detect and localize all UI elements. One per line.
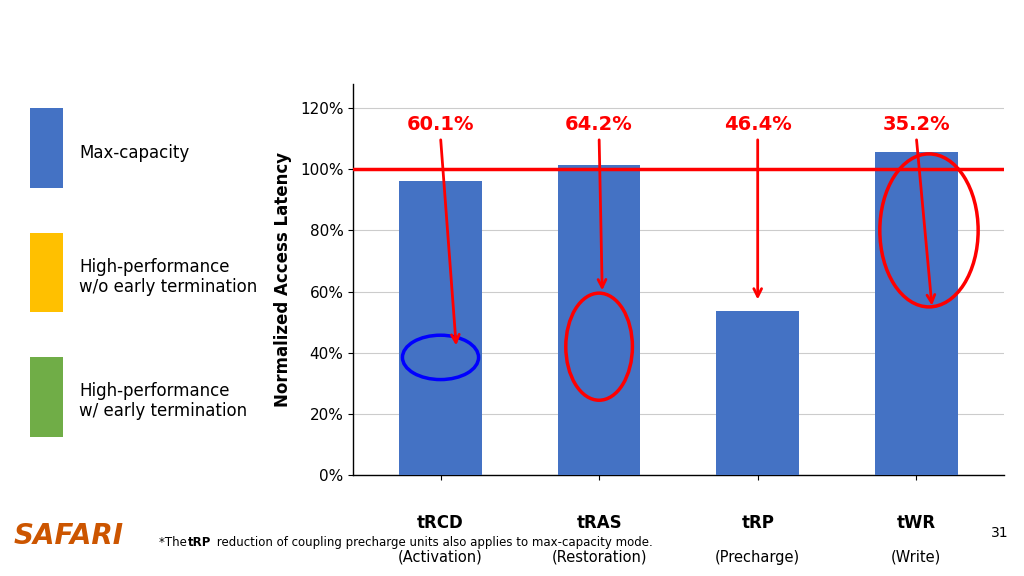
Y-axis label: Normalized Access Latency: Normalized Access Latency xyxy=(273,152,292,407)
Bar xyxy=(876,153,957,475)
Text: (Restoration): (Restoration) xyxy=(551,550,647,564)
Text: tRAS: tRAS xyxy=(577,514,622,532)
Bar xyxy=(558,165,640,475)
Text: tWR: tWR xyxy=(897,514,936,532)
Text: High-performance
w/o early termination: High-performance w/o early termination xyxy=(79,257,257,296)
Text: tRP: tRP xyxy=(741,514,774,532)
Text: tRCD: tRCD xyxy=(417,514,464,532)
Text: 64.2%: 64.2% xyxy=(565,115,633,134)
Text: (Precharge): (Precharge) xyxy=(715,550,801,564)
FancyBboxPatch shape xyxy=(30,233,62,312)
Text: tRP: tRP xyxy=(187,536,211,550)
Text: 31: 31 xyxy=(991,526,1009,540)
Text: (Write): (Write) xyxy=(891,550,941,564)
Text: reduction of coupling precharge units also applies to max-capacity mode.: reduction of coupling precharge units al… xyxy=(213,536,652,550)
Text: 35.2%: 35.2% xyxy=(883,115,950,134)
Text: 60.1%: 60.1% xyxy=(407,115,474,134)
Bar xyxy=(399,181,481,475)
FancyBboxPatch shape xyxy=(30,357,62,437)
Text: *The: *The xyxy=(159,536,190,550)
Text: (Activation): (Activation) xyxy=(398,550,483,564)
Text: Max-capacity: Max-capacity xyxy=(79,144,189,162)
Bar xyxy=(717,312,799,475)
Text: High-performance
w/ early termination: High-performance w/ early termination xyxy=(79,382,247,420)
FancyBboxPatch shape xyxy=(30,108,62,188)
Text: 46.4%: 46.4% xyxy=(724,115,792,134)
Text: SPICE Simulation: High-Performance Mode Latencies: SPICE Simulation: High-Performance Mode … xyxy=(13,19,841,47)
Text: SAFARI: SAFARI xyxy=(13,522,124,550)
